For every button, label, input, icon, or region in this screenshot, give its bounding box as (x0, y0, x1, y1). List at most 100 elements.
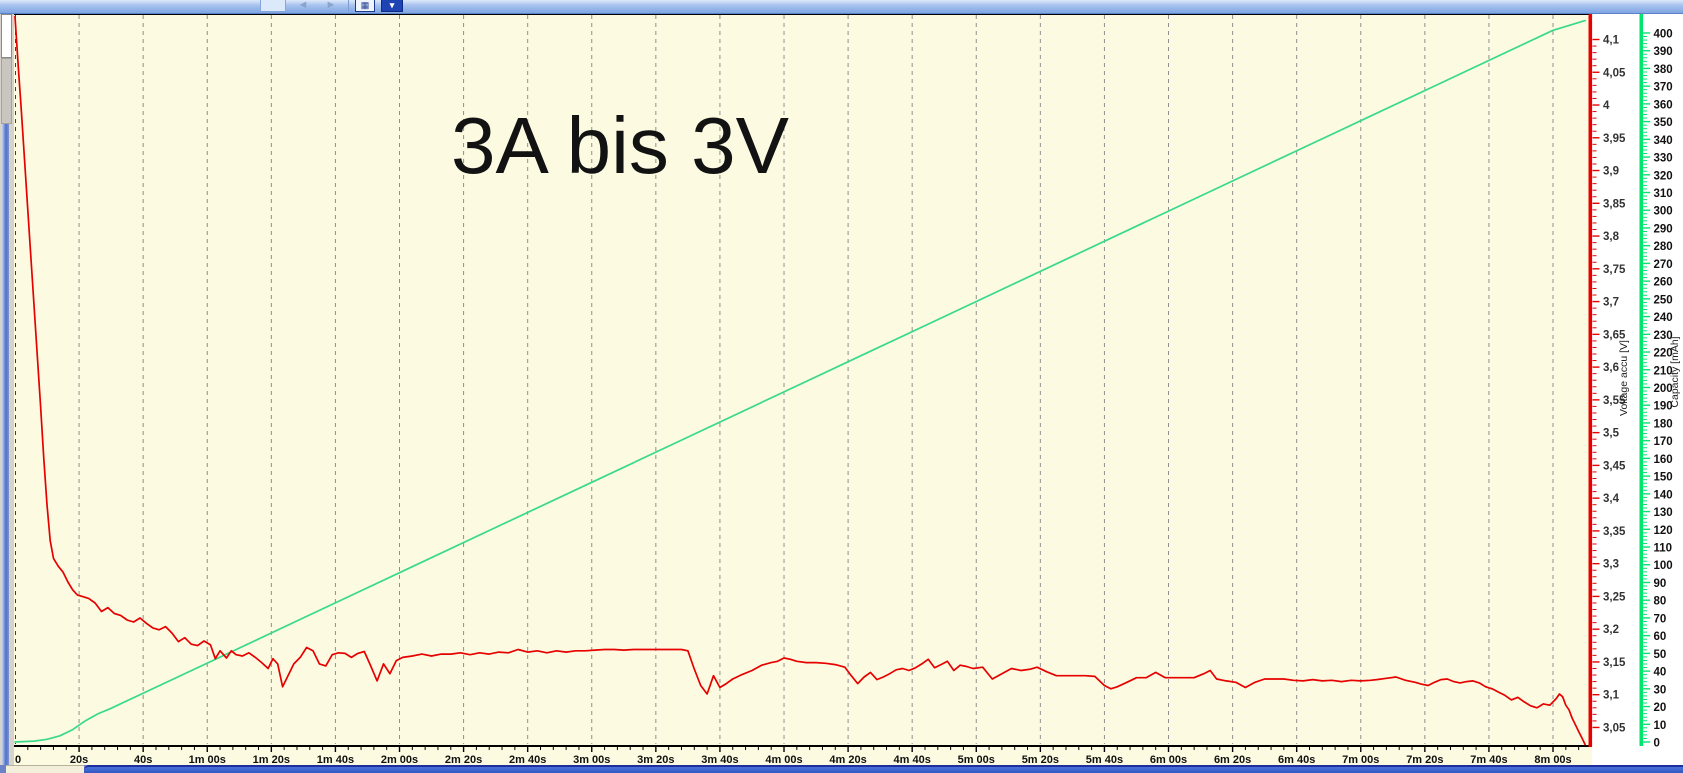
capacity-curve (14, 19, 1586, 743)
svg-text:3,15: 3,15 (1603, 657, 1626, 669)
svg-text:40s: 40s (134, 754, 152, 766)
rail-scroll-thumb[interactable] (1, 14, 12, 58)
svg-text:20s: 20s (70, 754, 88, 766)
toolbar-button-partial[interactable] (260, 0, 286, 12)
capacity-axis-labels: 4003903803703603503403303203103002902802… (1654, 28, 1673, 749)
svg-text:3,7: 3,7 (1603, 297, 1619, 309)
forward-icon[interactable]: ► (325, 0, 337, 11)
svg-text:3m 40s: 3m 40s (701, 754, 738, 766)
svg-text:80: 80 (1654, 596, 1667, 608)
svg-text:3,35: 3,35 (1603, 526, 1626, 538)
svg-text:270: 270 (1654, 259, 1673, 271)
svg-text:170: 170 (1654, 436, 1673, 448)
svg-text:120: 120 (1654, 525, 1673, 537)
svg-text:70: 70 (1654, 613, 1667, 625)
svg-text:Capacity [mAh]: Capacity [mAh] (1669, 336, 1681, 407)
svg-text:3,05: 3,05 (1603, 722, 1626, 734)
background-window-titlebar[interactable]: ◄ ► ▦ ▾ (0, 0, 1683, 14)
back-icon[interactable]: ◄ (297, 0, 309, 11)
svg-text:190: 190 (1654, 401, 1673, 413)
rail-track (1, 58, 12, 124)
window-border-strip (2, 123, 9, 765)
svg-text:5m 20s: 5m 20s (1022, 754, 1059, 766)
svg-text:310: 310 (1654, 188, 1673, 200)
x-gridlines (15, 15, 1554, 744)
svg-text:4m 20s: 4m 20s (829, 754, 866, 766)
svg-text:6m 00s: 6m 00s (1150, 754, 1187, 766)
svg-text:3,5: 3,5 (1603, 428, 1620, 440)
svg-text:60: 60 (1654, 631, 1667, 643)
svg-text:4,1: 4,1 (1603, 35, 1620, 47)
svg-text:7m 00s: 7m 00s (1342, 754, 1379, 766)
svg-text:240: 240 (1654, 312, 1673, 324)
svg-text:3,4: 3,4 (1603, 493, 1620, 505)
svg-text:3,55: 3,55 (1603, 395, 1626, 407)
svg-text:10: 10 (1654, 720, 1667, 732)
svg-text:7m 20s: 7m 20s (1406, 754, 1443, 766)
svg-text:320: 320 (1654, 170, 1673, 182)
svg-text:8m 00s: 8m 00s (1534, 754, 1571, 766)
svg-text:7m 40s: 7m 40s (1470, 754, 1507, 766)
chart-title-annotation: 3A bis 3V (451, 101, 790, 190)
svg-text:350: 350 (1654, 117, 1673, 129)
taskbar-window-button[interactable] (84, 765, 1683, 773)
svg-text:3,65: 3,65 (1603, 329, 1626, 341)
svg-text:3,85: 3,85 (1603, 198, 1626, 210)
svg-text:3,8: 3,8 (1603, 231, 1620, 243)
svg-text:250: 250 (1654, 294, 1673, 306)
left-panel-rail[interactable] (0, 13, 14, 765)
svg-text:4m 00s: 4m 00s (765, 754, 802, 766)
voltage-curve (14, 15, 1586, 746)
svg-text:90: 90 (1654, 578, 1667, 590)
svg-text:360: 360 (1654, 99, 1673, 111)
svg-text:140: 140 (1654, 489, 1673, 501)
svg-text:3,25: 3,25 (1603, 591, 1626, 603)
toolbar-separator (348, 0, 349, 11)
svg-text:40: 40 (1654, 667, 1667, 679)
svg-text:200: 200 (1654, 383, 1673, 395)
svg-text:4,05: 4,05 (1603, 67, 1626, 79)
svg-text:370: 370 (1654, 82, 1673, 94)
svg-text:20: 20 (1654, 702, 1667, 714)
voltage-axis-title: Voltage accu [V] (1618, 340, 1630, 416)
svg-text:30: 30 (1654, 684, 1667, 696)
svg-text:260: 260 (1654, 277, 1673, 289)
x-axis-ticks (27, 747, 1580, 752)
svg-text:100: 100 (1654, 560, 1673, 572)
svg-text:2m 00s: 2m 00s (381, 754, 418, 766)
svg-text:0: 0 (15, 754, 21, 766)
svg-text:3,1: 3,1 (1603, 690, 1620, 702)
svg-text:3,9: 3,9 (1603, 166, 1619, 178)
capacity-axis (1639, 14, 1651, 746)
svg-text:340: 340 (1654, 135, 1673, 147)
voltage-axis (1588, 13, 1600, 747)
svg-text:300: 300 (1654, 206, 1673, 218)
bottom-taskbar[interactable] (0, 765, 1683, 773)
svg-text:6m 20s: 6m 20s (1214, 754, 1251, 766)
svg-text:3,3: 3,3 (1603, 559, 1619, 571)
svg-text:130: 130 (1654, 507, 1673, 519)
svg-text:3,95: 3,95 (1603, 133, 1626, 145)
svg-text:150: 150 (1654, 472, 1673, 484)
svg-text:220: 220 (1654, 348, 1673, 360)
svg-text:Voltage accu [V]: Voltage accu [V] (1618, 340, 1630, 416)
svg-text:4: 4 (1603, 100, 1610, 112)
taskbar-left-segment (6, 765, 84, 773)
svg-text:5m 00s: 5m 00s (958, 754, 995, 766)
toolbar-overflow-icon[interactable]: ▾ (381, 0, 403, 12)
svg-text:3,6: 3,6 (1603, 362, 1619, 374)
svg-text:1m 20s: 1m 20s (253, 754, 290, 766)
svg-text:290: 290 (1654, 223, 1673, 235)
background-toolbar-fragment: ◄ ► ▦ ▾ (260, 0, 403, 13)
capacity-axis-title: Capacity [mAh] (1669, 336, 1681, 407)
plot-borders (13, 13, 1590, 747)
svg-text:0: 0 (1654, 738, 1660, 750)
svg-text:3,75: 3,75 (1603, 264, 1626, 276)
svg-text:6m 40s: 6m 40s (1278, 754, 1315, 766)
svg-text:3m 20s: 3m 20s (637, 754, 674, 766)
plot-background[interactable] (14, 13, 1592, 765)
svg-text:3,2: 3,2 (1603, 624, 1619, 636)
svg-text:1m 40s: 1m 40s (317, 754, 354, 766)
window-grid-icon[interactable]: ▦ (355, 0, 375, 12)
